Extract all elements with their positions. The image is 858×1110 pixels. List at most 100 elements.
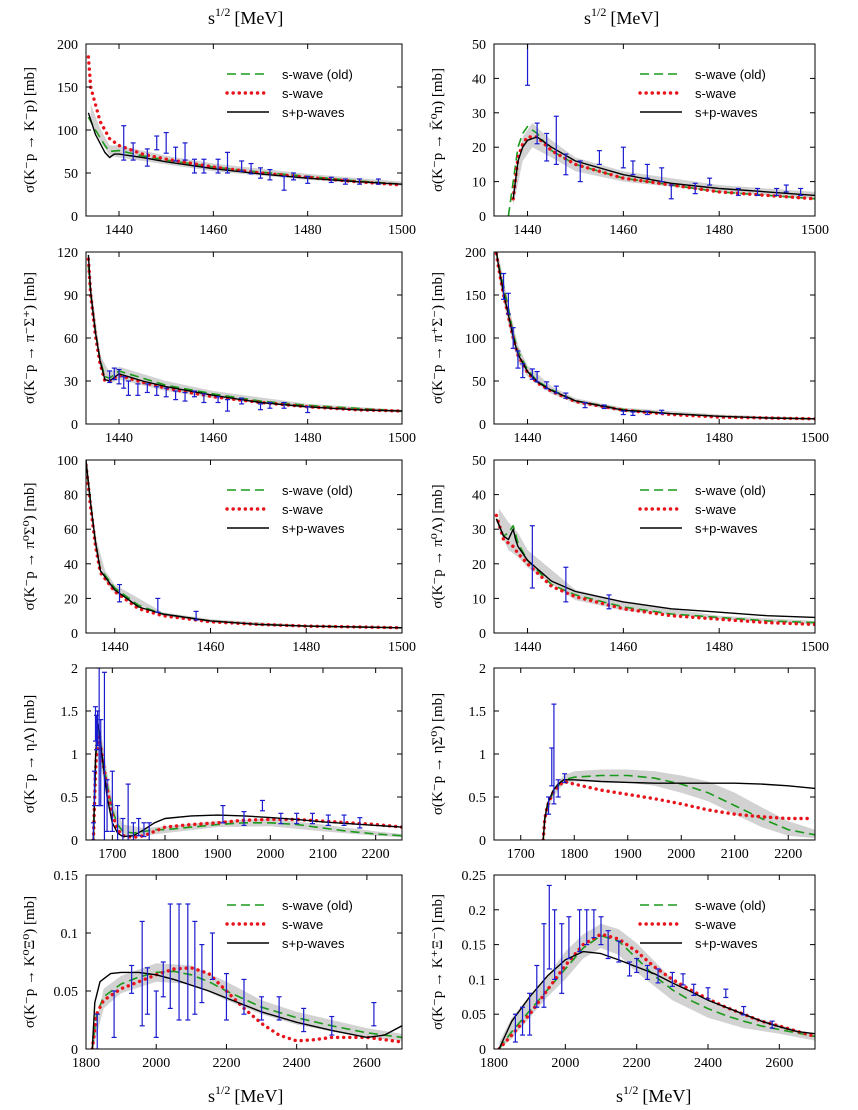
legend-label-sp: s+p-waves <box>695 105 758 120</box>
data-point <box>116 368 122 385</box>
series-swave <box>494 513 815 627</box>
data-point <box>553 115 559 165</box>
y-tick-label: 50 <box>64 167 78 182</box>
data-point <box>529 525 535 589</box>
x-tick-label: 1460 <box>199 223 227 238</box>
y-axis-label: σ(K⁻p → π⁰Σ⁰) [mb] <box>22 482 38 610</box>
y-tick-label: 0.1 <box>61 927 79 942</box>
data-point <box>627 961 633 977</box>
series-sp <box>86 460 402 629</box>
plot-area <box>541 703 815 840</box>
data-point <box>259 799 265 812</box>
data-point <box>707 177 713 186</box>
data-point <box>291 172 297 181</box>
data-point <box>620 146 626 169</box>
uncertainty-band <box>499 923 815 1049</box>
data-point <box>121 125 127 161</box>
plot-frame <box>493 43 816 217</box>
data-point <box>281 175 287 191</box>
data-point <box>505 292 511 315</box>
data-point <box>659 409 665 415</box>
data-point <box>325 814 331 826</box>
y-tick-label: 0 <box>479 627 486 642</box>
uncertainty-band <box>93 715 402 840</box>
y-tick-label: 0 <box>479 1043 486 1058</box>
y-tick-label: 40 <box>64 558 78 573</box>
data-point <box>534 964 540 1008</box>
series-swave <box>86 257 402 413</box>
legend-label-sp: s+p-waves <box>282 521 345 536</box>
y-tick-label: 40 <box>472 72 486 87</box>
data-point <box>520 363 526 379</box>
x-tick-label: 1440 <box>105 223 133 238</box>
series-sp <box>498 950 815 1049</box>
data-point <box>146 822 152 840</box>
data-point <box>267 401 273 409</box>
x-tick-label: 1440 <box>105 431 133 446</box>
x-tick-label: 2600 <box>353 1056 381 1071</box>
data-point <box>577 160 583 183</box>
x-tick-label: 2200 <box>212 1056 240 1071</box>
data-point <box>163 387 169 398</box>
y-tick-label: 0 <box>71 834 78 849</box>
data-point <box>125 380 131 396</box>
data-point <box>153 990 159 1039</box>
plot-area <box>90 668 402 840</box>
legend: s-wave (old) s-wave s+p-waves <box>638 898 766 951</box>
data-point <box>769 1020 775 1029</box>
data-point <box>584 909 590 946</box>
x-tick-label: 1440 <box>514 223 542 238</box>
legend-label-swave: s-wave <box>695 502 736 517</box>
x-tick-label: 2100 <box>309 847 337 862</box>
series-old <box>91 970 402 1049</box>
panel-1: 1440 1460 1480 1500 0 50 100 150 200 σ(K⁻p → K⁻p)… <box>22 38 416 238</box>
top-xlabel-left-unit: [MeV] <box>234 8 283 28</box>
x-tick-label: 1440 <box>514 431 542 446</box>
x-tick-label: 1480 <box>294 223 322 238</box>
data-point <box>534 370 540 383</box>
data-point <box>328 176 334 184</box>
data-point <box>276 996 282 1021</box>
data-point <box>104 779 110 833</box>
y-tick-label: 10 <box>472 176 486 191</box>
data-point <box>182 142 188 161</box>
data-point <box>223 972 229 1021</box>
y-axis-label: σ(K⁻p → K⁺Ξ⁻) [mb] <box>430 894 446 1030</box>
plot-frame <box>85 459 403 634</box>
legend: s-wave (old) s-wave s+p-waves <box>225 67 353 120</box>
y-tick-label: 0 <box>479 834 486 849</box>
y-axis-label: σ(K⁻p → ηΣ⁰) [mb] <box>430 693 446 815</box>
data-point <box>239 160 245 172</box>
data-point <box>669 971 675 987</box>
data-point <box>551 703 557 805</box>
y-tick-label: 20 <box>472 141 486 156</box>
plot-area <box>86 55 402 191</box>
x-tick-label: 1440 <box>101 640 129 655</box>
y-tick-label: 20 <box>472 558 486 573</box>
data-point <box>220 804 226 824</box>
y-tick-label: 2 <box>479 662 486 677</box>
data-point <box>154 135 160 151</box>
data-point <box>241 978 247 1015</box>
y-axis-label: σ(K⁻p → π⁻Σ⁺) [mb] <box>22 272 38 404</box>
y-tick-label: 80 <box>64 489 78 504</box>
y-tick-label: 0 <box>71 627 78 642</box>
legend-label-old: s-wave (old) <box>282 67 353 82</box>
top-xlabel-right-unit: [MeV] <box>610 8 659 28</box>
y-tick-label: 0.25 <box>462 869 487 884</box>
series-swave <box>90 966 402 1049</box>
data-point <box>563 566 569 603</box>
y-tick-label: 30 <box>472 523 486 538</box>
y-tick-label: 40 <box>472 489 486 504</box>
data-point <box>544 132 550 162</box>
y-tick-label: 0.05 <box>54 985 79 1000</box>
data-point <box>598 916 604 946</box>
panel-7: 1700 1800 1900 2000 2100 2200 0 0.5 1 1.5 2 σ(K⁻p →… <box>22 662 403 862</box>
series-swave <box>511 135 815 201</box>
data-point <box>723 988 729 999</box>
data-point <box>375 178 381 185</box>
series-old <box>92 727 402 840</box>
plot-area <box>86 254 402 414</box>
legend-label-swave: s-wave <box>282 86 323 101</box>
y-tick-label: 100 <box>465 332 486 347</box>
